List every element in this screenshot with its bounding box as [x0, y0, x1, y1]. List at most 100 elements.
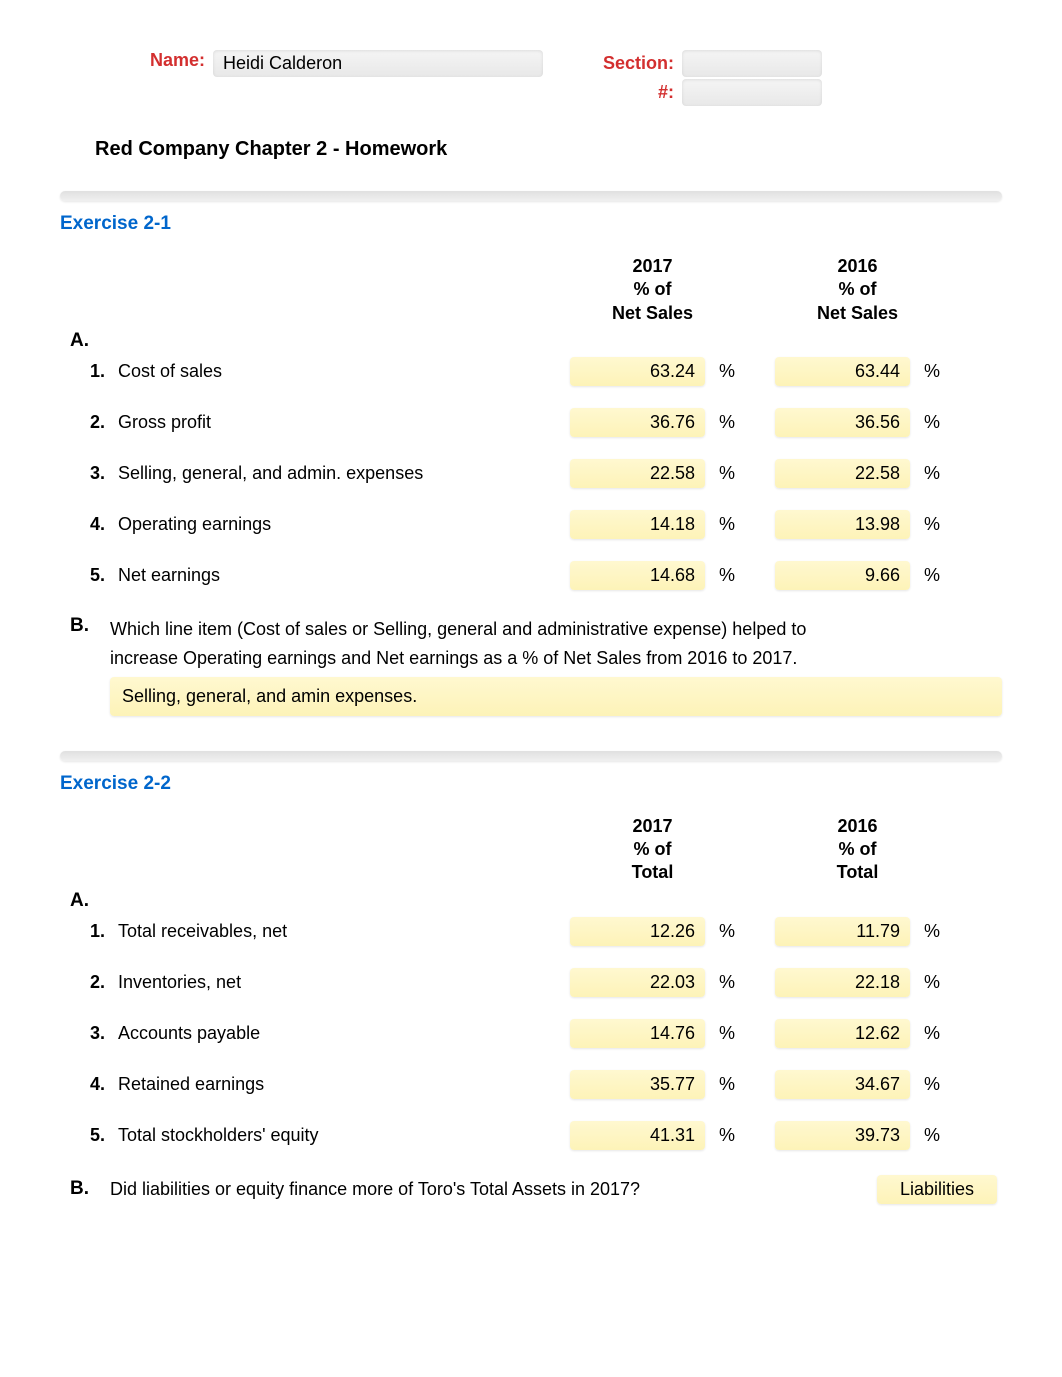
value-cell: 36.56: [775, 408, 910, 437]
row-label: Inventories, net: [118, 972, 538, 993]
value-cell: 34.67: [775, 1070, 910, 1099]
percent: %: [918, 1074, 948, 1095]
value-cell: 63.44: [775, 357, 910, 386]
table-row: 1. Cost of sales 63.24 % 63.44 %: [60, 357, 1002, 386]
value-cell: 41.31: [570, 1121, 705, 1150]
table-row: 2. Inventories, net 22.03 % 22.18 %: [60, 968, 1002, 997]
percent: %: [713, 463, 743, 484]
value-cell: 36.76: [570, 408, 705, 437]
answer-2b: Liabilities: [877, 1175, 997, 1204]
name-label: Name:: [150, 50, 205, 71]
row-num: 1.: [90, 361, 118, 382]
percent: %: [918, 921, 948, 942]
divider-2: [60, 751, 1002, 761]
value-cell: 14.68: [570, 561, 705, 590]
row-num: 2.: [90, 972, 118, 993]
row-label: Operating earnings: [118, 514, 538, 535]
percent: %: [918, 412, 948, 433]
percent: %: [713, 361, 743, 382]
exercise-2-block: Exercise 2-2 2017 % of Total 2016 % of T…: [60, 751, 1002, 1204]
table-row: 5. Net earnings 14.68 % 9.66 %: [60, 561, 1002, 590]
row-label: Gross profit: [118, 412, 538, 433]
row-label: Net earnings: [118, 565, 538, 586]
divider-1: [60, 191, 1002, 201]
answer-1b: Selling, general, and amin expenses.: [110, 677, 1002, 716]
value-cell: 9.66: [775, 561, 910, 590]
table-row: 4. Retained earnings 35.77 % 34.67 %: [60, 1070, 1002, 1099]
percent: %: [713, 412, 743, 433]
section-a-1: A.: [60, 330, 1002, 352]
question-2b-text: Did liabilities or equity finance more o…: [110, 1179, 872, 1200]
percent: %: [713, 1074, 743, 1095]
percent: %: [918, 361, 948, 382]
value-cell: 11.79: [775, 917, 910, 946]
table-row: 1. Total receivables, net 12.26 % 11.79 …: [60, 917, 1002, 946]
table-row: 2. Gross profit 36.76 % 36.56 %: [60, 408, 1002, 437]
row-num: 1.: [90, 921, 118, 942]
percent: %: [918, 972, 948, 993]
section-group: Section: #:: [603, 50, 822, 108]
col-2016-header: 2016 % of Net Sales: [755, 255, 960, 325]
row-num: 3.: [90, 463, 118, 484]
exercise-1-title: Exercise 2-1: [60, 213, 1002, 235]
percent: %: [713, 1125, 743, 1146]
percent: %: [713, 514, 743, 535]
exercise-2-table: 2017 % of Total 2016 % of Total A. 1. To…: [60, 815, 1002, 1150]
col-2017-header: 2017 % of Net Sales: [550, 255, 755, 325]
value-cell: 22.58: [775, 459, 910, 488]
value-cell: 63.24: [570, 357, 705, 386]
col-2017-header-2: 2017 % of Total: [550, 815, 755, 885]
section-label: Section:: [603, 53, 674, 74]
table-row: 3. Selling, general, and admin. expenses…: [60, 459, 1002, 488]
value-cell: 12.62: [775, 1019, 910, 1048]
exercise-2-title: Exercise 2-2: [60, 773, 1002, 795]
section-b-1: B.: [70, 615, 110, 715]
value-cell: 39.73: [775, 1121, 910, 1150]
value-cell: 12.26: [570, 917, 705, 946]
num-input[interactable]: [682, 79, 822, 106]
percent: %: [918, 1023, 948, 1044]
percent: %: [713, 1023, 743, 1044]
row-label: Selling, general, and admin. expenses: [118, 463, 538, 484]
table-header-1: 2017 % of Net Sales 2016 % of Net Sales: [60, 255, 1002, 325]
chapter-title: Red Company Chapter 2 - Homework: [60, 138, 1002, 161]
percent: %: [918, 463, 948, 484]
header-row: Name: Section: #:: [60, 50, 1002, 108]
table-header-2: 2017 % of Total 2016 % of Total: [60, 815, 1002, 885]
row-num: 5.: [90, 1125, 118, 1146]
row-num: 5.: [90, 565, 118, 586]
section-a-2: A.: [60, 890, 1002, 912]
value-cell: 22.58: [570, 459, 705, 488]
col-2016-header-2: 2016 % of Total: [755, 815, 960, 885]
row-label: Cost of sales: [118, 361, 538, 382]
value-cell: 22.03: [570, 968, 705, 997]
exercise-1-block: Exercise 2-1 2017 % of Net Sales 2016 % …: [60, 191, 1002, 716]
value-cell: 22.18: [775, 968, 910, 997]
table-row: 5. Total stockholders' equity 41.31 % 39…: [60, 1121, 1002, 1150]
row-label: Accounts payable: [118, 1023, 538, 1044]
name-input[interactable]: [213, 50, 543, 77]
row-num: 2.: [90, 412, 118, 433]
row-label: Retained earnings: [118, 1074, 538, 1095]
row-label: Total stockholders' equity: [118, 1125, 538, 1146]
percent: %: [713, 565, 743, 586]
table-row: 4. Operating earnings 14.18 % 13.98 %: [60, 510, 1002, 539]
question-1b-text: Which line item (Cost of sales or Sellin…: [110, 615, 1002, 715]
question-1b: B. Which line item (Cost of sales or Sel…: [60, 615, 1002, 715]
section-input[interactable]: [682, 50, 822, 77]
percent: %: [918, 565, 948, 586]
row-num: 4.: [90, 514, 118, 535]
percent: %: [713, 921, 743, 942]
value-cell: 14.18: [570, 510, 705, 539]
row-label: Total receivables, net: [118, 921, 538, 942]
value-cell: 13.98: [775, 510, 910, 539]
question-2b: B. Did liabilities or equity finance mor…: [60, 1175, 1002, 1204]
percent: %: [918, 1125, 948, 1146]
row-num: 4.: [90, 1074, 118, 1095]
row-num: 3.: [90, 1023, 118, 1044]
table-row: 3. Accounts payable 14.76 % 12.62 %: [60, 1019, 1002, 1048]
exercise-1-table: 2017 % of Net Sales 2016 % of Net Sales …: [60, 255, 1002, 590]
percent: %: [918, 514, 948, 535]
value-cell: 14.76: [570, 1019, 705, 1048]
percent: %: [713, 972, 743, 993]
